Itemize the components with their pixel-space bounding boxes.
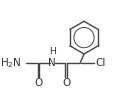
Text: H$_2$N: H$_2$N (0, 56, 22, 70)
Text: O: O (34, 78, 43, 88)
Text: O: O (62, 78, 70, 88)
Text: H: H (49, 47, 56, 56)
Text: N: N (48, 58, 56, 68)
Text: Cl: Cl (95, 58, 106, 68)
